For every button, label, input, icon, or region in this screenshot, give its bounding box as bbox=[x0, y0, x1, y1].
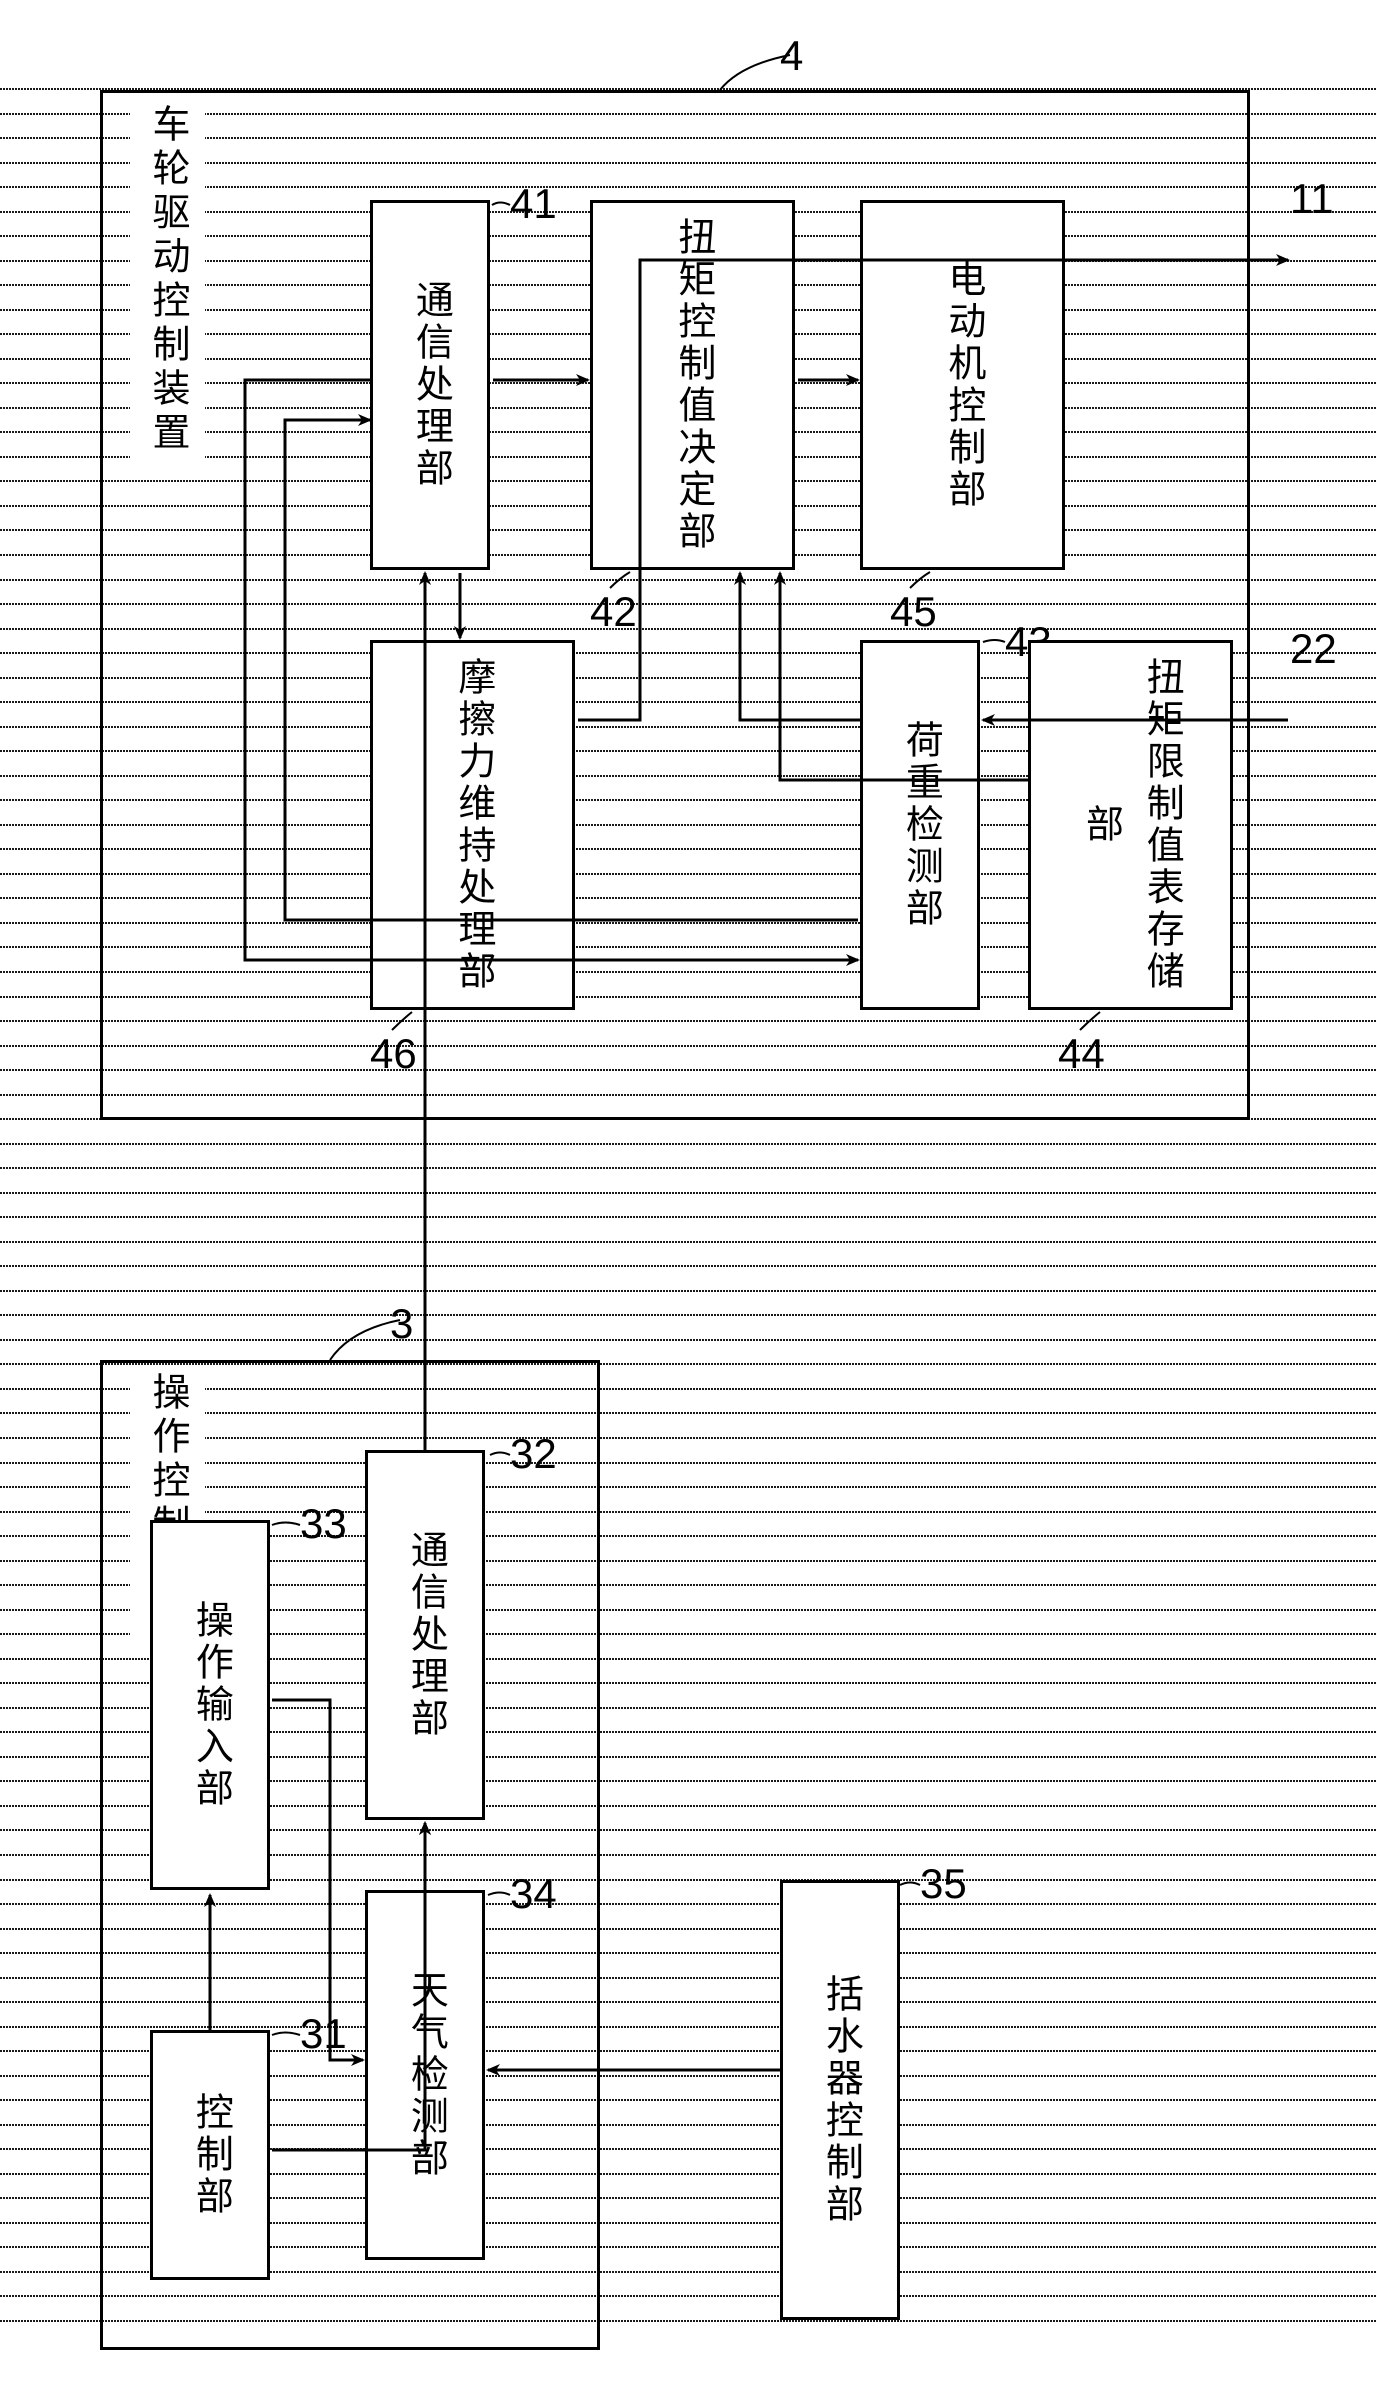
block-32-label: 通信处理部 bbox=[395, 1530, 456, 1740]
block-44-label: 扭矩限制值表存储部 bbox=[1070, 643, 1192, 1007]
ref-46: 46 bbox=[370, 1030, 417, 1078]
ref-31: 31 bbox=[300, 2010, 347, 2058]
block-45: 电动机控制部 bbox=[860, 200, 1065, 570]
block-44: 扭矩限制值表存储部 bbox=[1028, 640, 1233, 1010]
block-45-label: 电动机控制部 bbox=[932, 259, 993, 511]
block-43-label: 荷重检测部 bbox=[890, 720, 951, 930]
block-46: 摩擦力维持处理部 bbox=[370, 640, 575, 1010]
ref-33: 33 bbox=[300, 1500, 347, 1548]
ref-44: 44 bbox=[1058, 1030, 1105, 1078]
ref-4: 4 bbox=[780, 32, 803, 80]
ref-3: 3 bbox=[390, 1300, 413, 1348]
ref-22: 22 bbox=[1290, 625, 1337, 673]
block-41: 通信处理部 bbox=[370, 200, 490, 570]
block-46-label: 摩擦力维持处理部 bbox=[442, 657, 503, 993]
ref-45: 45 bbox=[890, 588, 937, 636]
block-32: 通信处理部 bbox=[365, 1450, 485, 1820]
block-33: 操作输入部 bbox=[150, 1520, 270, 1890]
block-35: 括水器控制部 bbox=[780, 1880, 900, 2320]
block-41-label: 通信处理部 bbox=[400, 280, 461, 490]
block-42: 扭矩控制值决定部 bbox=[590, 200, 795, 570]
block-34: 天气检测部 bbox=[365, 1890, 485, 2260]
block-42-label: 扭矩控制值决定部 bbox=[662, 217, 723, 553]
block-31: 控制部 bbox=[150, 2030, 270, 2280]
block-31-label: 控制部 bbox=[180, 2092, 241, 2218]
block-35-label: 括水器控制部 bbox=[810, 1974, 871, 2226]
block-33-label: 操作输入部 bbox=[180, 1600, 241, 1810]
ref-41: 41 bbox=[510, 180, 557, 228]
ref-11: 11 bbox=[1290, 175, 1334, 223]
ref-42: 42 bbox=[590, 588, 637, 636]
block-43: 荷重检测部 bbox=[860, 640, 980, 1010]
block-34-label: 天气检测部 bbox=[395, 1970, 456, 2180]
ref-35: 35 bbox=[920, 1860, 967, 1908]
ref-34: 34 bbox=[510, 1870, 557, 1918]
ref-32: 32 bbox=[510, 1430, 557, 1478]
container-wheel-ctrl-label: 车轮驱动控制装置 bbox=[130, 100, 205, 460]
